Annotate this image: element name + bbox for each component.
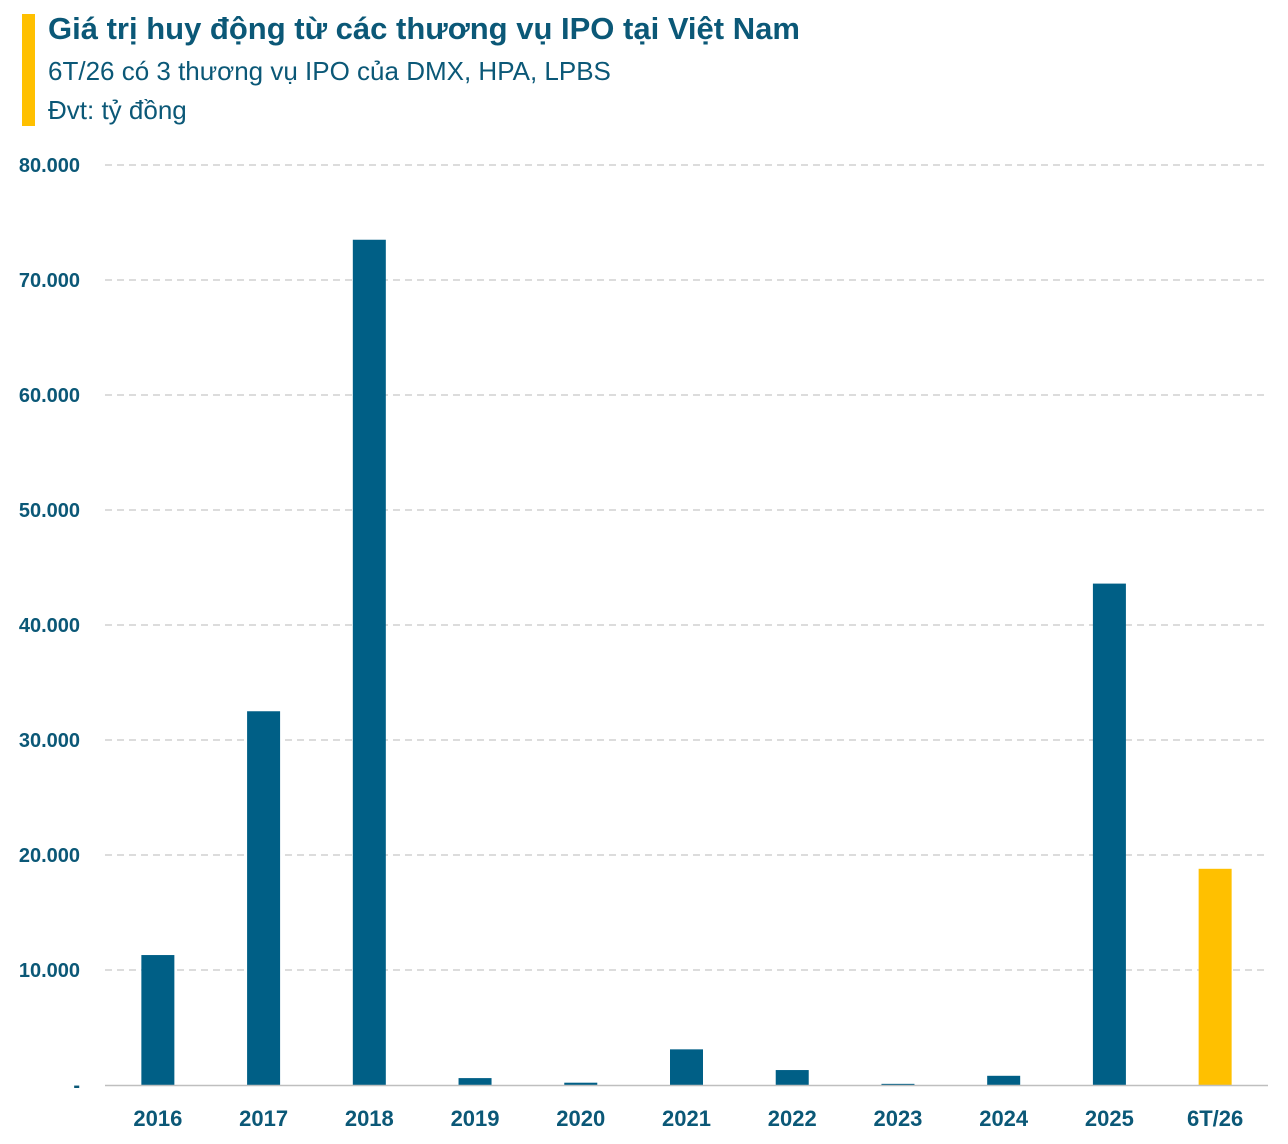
y-tick-label: 20.000 — [19, 845, 80, 867]
bar-2023 — [881, 1083, 915, 1085]
chart-title: Giá trị huy động từ các thương vụ IPO tạ… — [48, 11, 800, 46]
bars — [141, 239, 1232, 1085]
x-tick-label: 2016 — [133, 1106, 182, 1131]
y-tick-label: 50.000 — [19, 500, 80, 522]
bar-2021 — [670, 1049, 703, 1085]
bar-2018 — [352, 239, 386, 1085]
y-tick-label: 10.000 — [19, 960, 80, 982]
bar-2025 — [1092, 583, 1126, 1085]
y-tick-label: 60.000 — [19, 385, 80, 407]
x-tick-label: 2018 — [345, 1106, 394, 1131]
grid-lines — [105, 164, 1268, 971]
x-tick-label: 2017 — [239, 1106, 288, 1131]
title-accent-bar — [22, 14, 35, 126]
y-tick-label: 80.000 — [19, 155, 80, 177]
y-tick-label: 30.000 — [19, 730, 80, 752]
chart-subtitle: 6T/26 có 3 thương vụ IPO của DMX, HPA, L… — [48, 56, 611, 86]
x-tick-label: 2022 — [768, 1106, 817, 1131]
x-tick-label: 2024 — [979, 1106, 1029, 1131]
x-tick-label: 2020 — [556, 1106, 605, 1131]
bar-2024 — [987, 1075, 1021, 1085]
bar-2017 — [247, 711, 281, 1085]
x-tick-label: 2025 — [1085, 1106, 1134, 1131]
bar-2016 — [141, 955, 175, 1085]
x-tick-label: 2023 — [873, 1106, 922, 1131]
x-tick-label: 2019 — [451, 1106, 500, 1131]
x-axis-ticks: 2016 2017 2018 2019 2020 2021 2022 2023 2024 2025… — [133, 1106, 1243, 1131]
chart-unit-label: Đvt: tỷ đồng — [48, 95, 187, 125]
bar-2020 — [564, 1082, 598, 1085]
x-tick-label: 2021 — [662, 1106, 711, 1131]
bar-2022 — [775, 1070, 809, 1085]
y-tick-label: 70.000 — [19, 270, 80, 292]
y-tick-label: - — [73, 1075, 80, 1097]
bar-2019 — [458, 1078, 492, 1085]
bar-6t-26 — [1198, 868, 1232, 1085]
y-tick-label: 40.000 — [19, 615, 80, 637]
y-axis-ticks: - 10.000 20.000 30.000 40.000 50.000 60.000 70.… — [19, 155, 80, 1097]
x-tick-label: 6T/26 — [1187, 1106, 1243, 1131]
